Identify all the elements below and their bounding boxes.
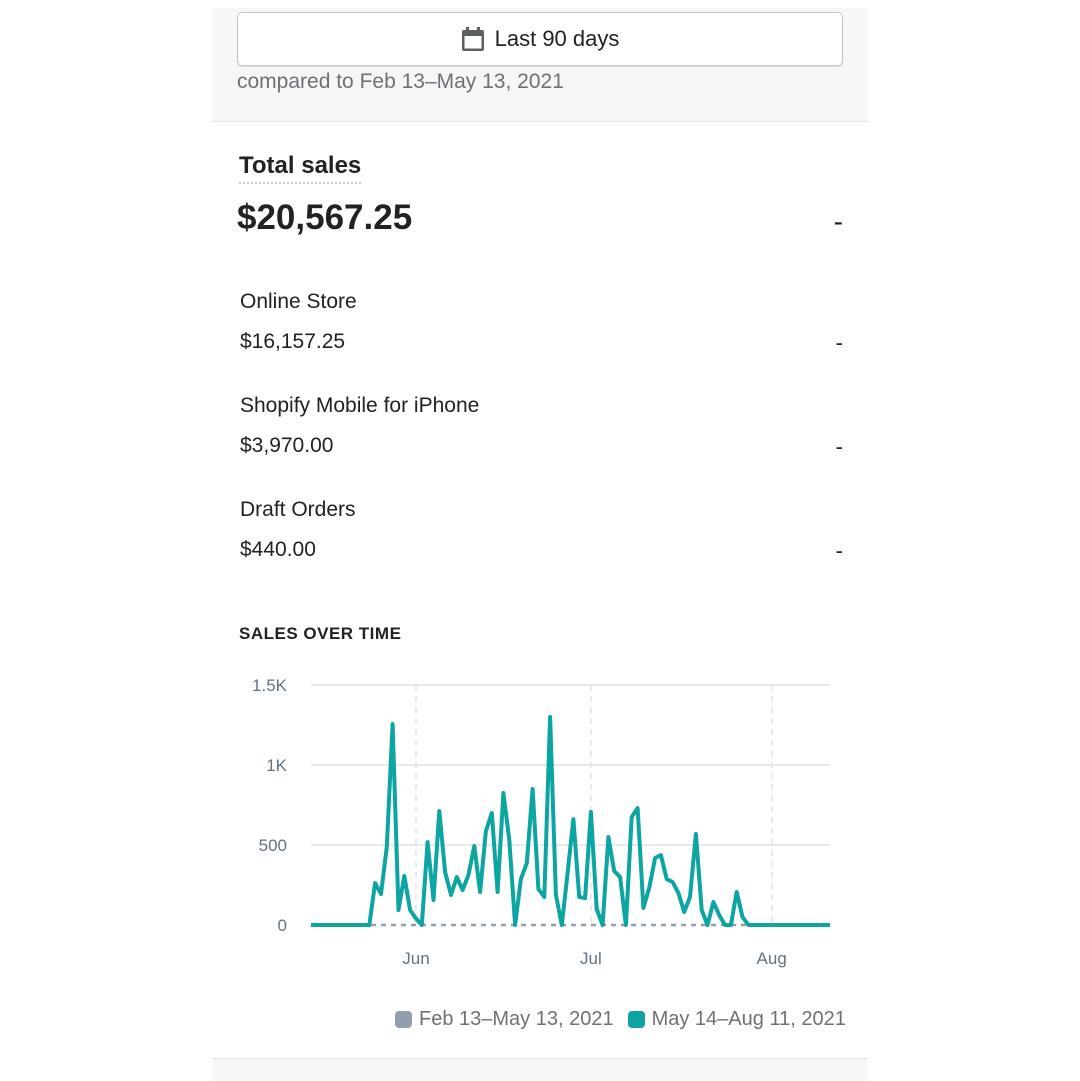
total-change: -	[833, 206, 843, 237]
legend-swatch-previous	[395, 1011, 412, 1028]
channel-name: Online Store	[240, 290, 357, 313]
legend-label-current[interactable]: May 14–Aug 11, 2021	[651, 1008, 846, 1030]
y-tick-label: 1.5K	[252, 676, 288, 695]
date-range-header: Last 90 days compared to Feb 13–May 13, …	[212, 8, 868, 122]
total-sales-value: $20,567.25	[237, 198, 413, 237]
chart-legend: Feb 13–May 13, 2021 May 14–Aug 11, 2021	[395, 1008, 846, 1031]
y-tick-label: 0	[278, 916, 287, 935]
date-range-label: Last 90 days	[494, 26, 620, 51]
channel-name: Shopify Mobile for iPhone	[240, 394, 480, 417]
calendar-icon	[461, 26, 484, 51]
channel-change: -	[835, 434, 843, 459]
comparison-text: compared to Feb 13–May 13, 2021	[237, 70, 564, 93]
sales-report-panel: Last 90 days compared to Feb 13–May 13, …	[212, 0, 868, 1081]
legend-label-previous[interactable]: Feb 13–May 13, 2021	[419, 1008, 614, 1030]
sales-over-time-title: SALES OVER TIME	[239, 624, 402, 643]
panel-footer	[212, 1058, 868, 1081]
channel-change: -	[835, 330, 843, 355]
total-sales-title[interactable]: Total sales	[239, 152, 362, 184]
channel-value: $440.00	[240, 538, 316, 561]
x-tick-label: Jul	[580, 949, 602, 968]
y-tick-label: 500	[259, 836, 287, 855]
channel-value: $3,970.00	[240, 434, 334, 457]
channel-change: -	[835, 538, 843, 563]
x-tick-label: Jun	[402, 949, 429, 968]
legend-swatch-current	[627, 1011, 645, 1028]
x-tick-label: Aug	[757, 949, 787, 968]
y-tick-label: 1K	[266, 756, 287, 775]
channel-name: Draft Orders	[240, 498, 356, 521]
date-range-button[interactable]: Last 90 days	[237, 12, 843, 66]
series-line-current	[311, 715, 830, 927]
channel-value: $16,157.25	[240, 330, 346, 353]
